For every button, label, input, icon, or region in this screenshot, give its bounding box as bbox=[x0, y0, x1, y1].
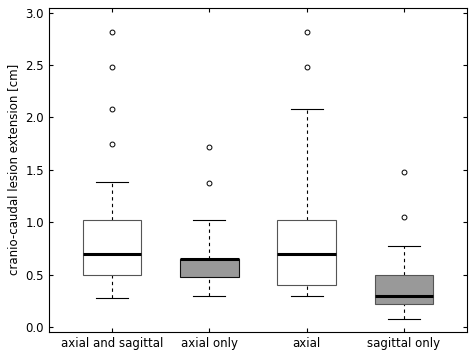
Y-axis label: cranio-caudal lesion extension [cm]: cranio-caudal lesion extension [cm] bbox=[7, 64, 20, 276]
FancyBboxPatch shape bbox=[180, 259, 238, 277]
FancyBboxPatch shape bbox=[277, 220, 336, 285]
FancyBboxPatch shape bbox=[374, 275, 433, 304]
FancyBboxPatch shape bbox=[83, 220, 141, 275]
